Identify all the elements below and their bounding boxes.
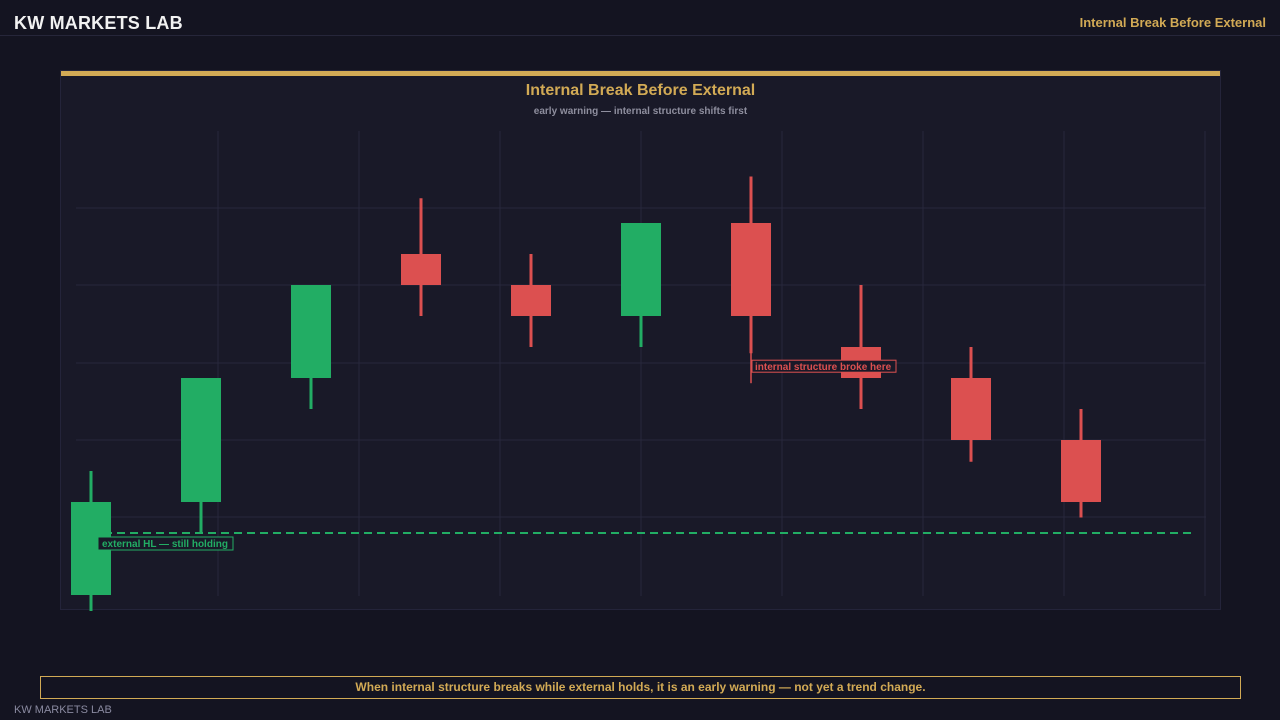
candle-body-5: [511, 285, 551, 316]
candle-body-6: [621, 223, 661, 316]
accent-bar: [61, 71, 1220, 76]
candlestick-chart: external HL — still holding internal stru…: [71, 131, 1206, 611]
brand-logo: KW MARKETS LAB: [14, 13, 183, 33]
candle-body-9: [951, 378, 991, 440]
chart-card: Internal Break Before External early war…: [60, 70, 1221, 611]
candle-body-4: [401, 254, 441, 285]
external-label-box: [97, 536, 234, 551]
chart-subtitle: early warning — internal structure shift…: [533, 106, 748, 117]
internal-label-box: [751, 359, 897, 373]
candle-body-3: [291, 285, 331, 378]
internal-label: internal structure broke here: [755, 362, 892, 373]
top-bar: KW MARKETS LAB Internal Break Before Ext…: [0, 0, 1280, 36]
chart-title: Internal Break Before External: [525, 82, 756, 99]
candle-body-2: [181, 378, 221, 502]
candle-body-7: [731, 223, 771, 316]
footer-brand: KW MARKETS LAB: [14, 704, 112, 716]
external-label: external HL — still holding: [102, 539, 228, 550]
takeaway-note: When internal structure breaks while ext…: [40, 676, 1241, 699]
candle-body-10: [1061, 440, 1101, 502]
page-title: Internal Break Before External: [1079, 15, 1266, 30]
